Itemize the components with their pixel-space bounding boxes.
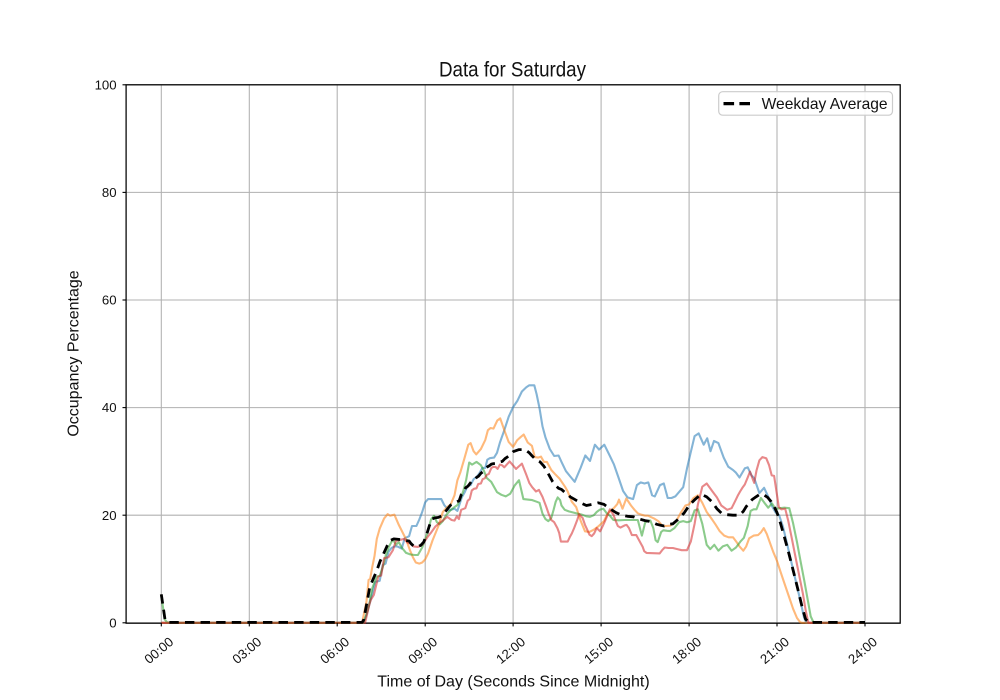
svg-text:20: 20 [102,508,117,523]
svg-text:60: 60 [102,293,117,308]
svg-text:100: 100 [95,77,117,92]
svg-text:0: 0 [109,615,116,630]
svg-text:Weekday Average: Weekday Average [762,96,888,113]
svg-text:40: 40 [102,400,117,415]
svg-text:Data for Saturday: Data for Saturday [439,58,586,82]
svg-text:Time of Day (Seconds Since Mid: Time of Day (Seconds Since Midnight) [377,674,649,691]
svg-text:Occupancy Percentage: Occupancy Percentage [66,270,83,436]
svg-text:80: 80 [102,185,117,200]
